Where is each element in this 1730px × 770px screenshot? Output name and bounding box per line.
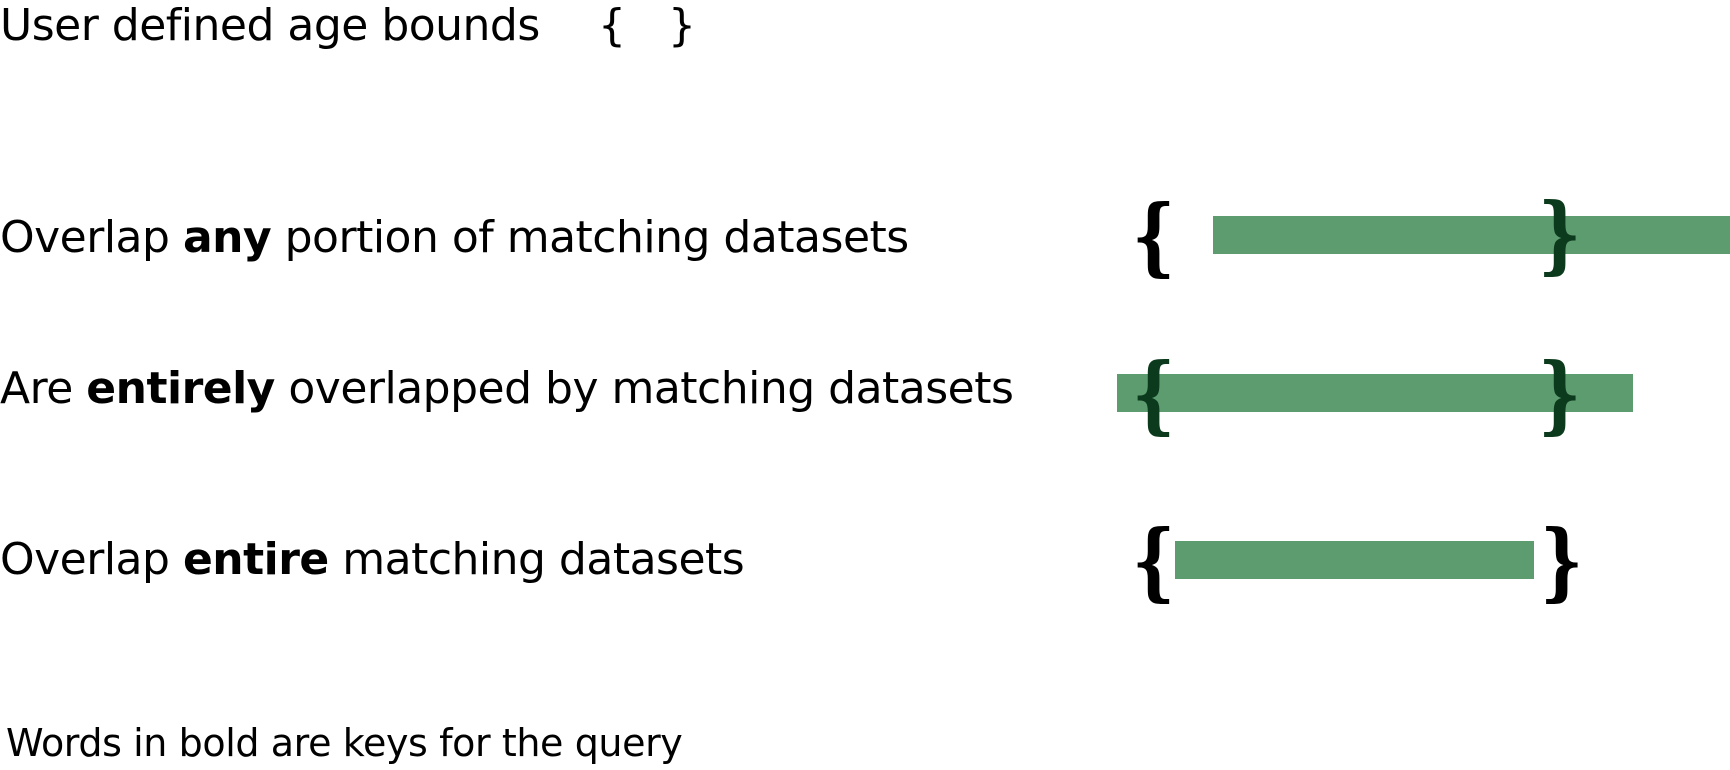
query-key-entire: entire: [182, 534, 329, 585]
legend-title: User defined age bounds: [0, 0, 540, 51]
query-key-entirely: entirely: [86, 363, 275, 414]
age-bound-open-brace-entire: {: [1132, 511, 1176, 610]
footnote: Words in bold are keys for the query: [6, 721, 683, 765]
age-bound-open-brace-entirely: {: [1132, 344, 1176, 443]
row-any-prefix: Overlap: [0, 212, 183, 263]
row-entirely-prefix: Are: [0, 363, 87, 414]
row-label-any: Overlap any portion of matching datasets: [0, 216, 909, 260]
row-label-entire: Overlap entire matching datasets: [0, 538, 745, 582]
legend-age-bounds-braces: { }: [598, 0, 710, 51]
row-entire-suffix: matching datasets: [328, 534, 745, 585]
row-entirely-suffix: overlapped by matching datasets: [274, 363, 1014, 414]
dataset-bar-entirely: [1117, 374, 1633, 412]
row-entire-prefix: Overlap: [0, 534, 183, 585]
row-label-entirely: Are entirely overlapped by matching data…: [0, 367, 1014, 411]
age-bound-open-brace-any: {: [1132, 186, 1176, 285]
dataset-bar-entire: [1175, 541, 1534, 579]
age-bound-close-brace-entire: }: [1540, 511, 1584, 610]
age-bound-close-brace-entirely: }: [1538, 344, 1582, 443]
age-bound-close-brace-any: }: [1538, 184, 1582, 283]
query-key-any: any: [182, 212, 272, 263]
dataset-bar-any: [1213, 216, 1730, 254]
row-any-suffix: portion of matching datasets: [271, 212, 910, 263]
